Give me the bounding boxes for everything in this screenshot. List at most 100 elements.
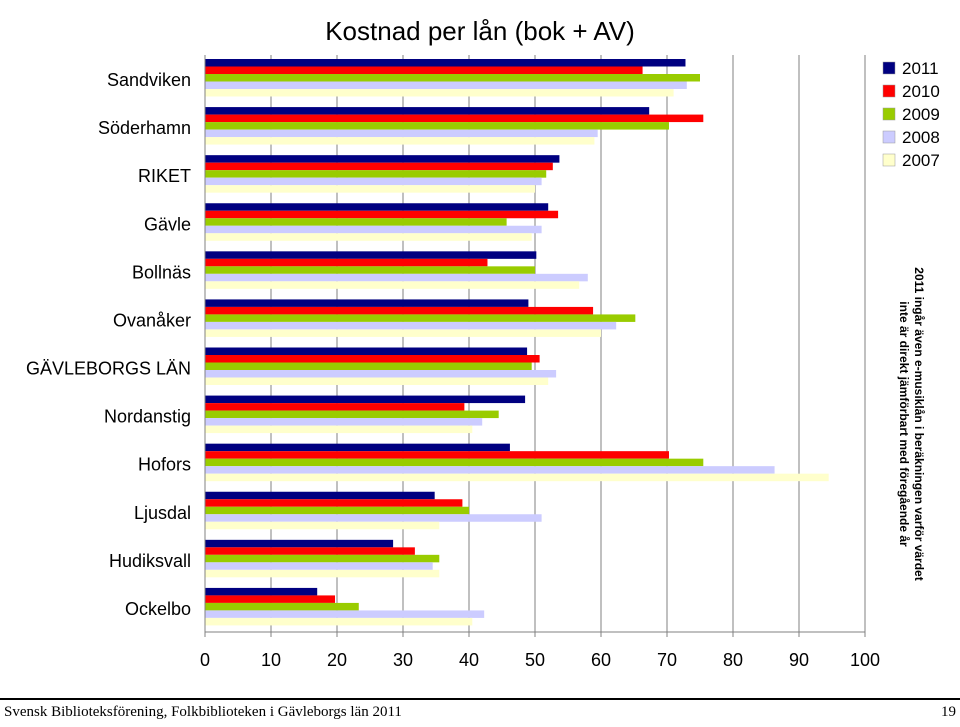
bar-gävleborgs-län-2011 [205,347,528,355]
x-tick-label: 10 [261,650,281,670]
bar-gävle-2007 [205,233,532,241]
plot-area: Sandviken Söderhamn RIKET Gävle Bollnäs Ovanå… [26,55,880,670]
category-label: GÄVLEBORGS LÄN [26,359,191,379]
category-label: Sandviken [107,70,191,90]
bar-nordanstig-2010 [205,403,465,411]
bar-nordanstig-2007 [205,425,473,434]
bar-hofors-2009 [205,458,704,467]
x-tick-label: 20 [327,650,347,670]
category-label: Hofors [138,455,191,475]
category-label: Söderhamn [98,118,191,138]
legend-label-2008: 2008 [902,128,940,147]
category-label: Nordanstig [104,407,191,427]
bar-gävleborgs-län-2010 [205,355,540,363]
legend-swatch-2010 [882,84,896,98]
bar-ockelbo-2010 [205,595,336,603]
bar-gävle-2010 [205,210,559,219]
bar-ljusdal-2010 [205,499,463,507]
bar-söderhamn-2009 [205,122,669,130]
footer-text: Svensk Biblioteksförening, Folkbibliotek… [4,704,402,720]
bar-gävleborgs-län-2008 [205,370,557,378]
x-tick-label: 50 [525,650,545,670]
bar-ljusdal-2007 [205,521,440,530]
bar-riket-2007 [205,185,535,193]
chart-title: Kostnad per lån (bok + AV) [325,16,635,46]
x-tick-label: 90 [789,650,809,670]
page-number: 19 [941,704,956,720]
bar-ockelbo-2009 [205,602,359,611]
bar-bollnäs-2008 [205,273,588,282]
bar-bollnäs-2007 [205,281,580,289]
legend-swatch-2009 [882,107,896,121]
note-line-2: inte är direkt jämförbart med föregående… [897,301,911,547]
bar-sandviken-2011 [205,59,686,67]
bar-ovanåker-2009 [205,314,636,322]
category-label: Gävle [144,214,191,234]
bar-riket-2010 [205,162,553,171]
bar-söderhamn-2008 [205,129,598,138]
bar-hofors-2008 [205,466,775,474]
bar-gävle-2009 [205,218,507,226]
category-label: Ovanåker [113,310,191,330]
footer: Svensk Biblioteksförening, Folkbibliotek… [0,698,960,727]
category-label: Ockelbo [125,599,191,619]
bar-bollnäs-2009 [205,266,535,274]
bar-ockelbo-2011 [205,587,318,596]
bar-gävle-2008 [205,225,542,234]
x-tick-label: 30 [393,650,413,670]
category-label: Ljusdal [134,503,191,523]
legend-label-2010: 2010 [902,82,940,101]
bar-gävle-2011 [205,203,549,211]
bar-hofors-2010 [205,451,669,459]
bar-hudiksvall-2011 [205,539,394,548]
bar-söderhamn-2011 [205,107,650,115]
note-line-1: 2011 ingår även e-musiklån i beräkningen… [912,267,926,581]
bar-bollnäs-2011 [205,251,537,259]
legend: 2011 2010 2009 2008 2007 [882,59,940,170]
bar-sandviken-2010 [205,66,643,74]
bar-ovanåker-2007 [205,329,601,337]
bar-riket-2011 [205,155,560,163]
legend-label-2011: 2011 [902,59,939,78]
bar-ljusdal-2011 [205,491,435,500]
bar-nordanstig-2008 [205,418,483,426]
bar-ljusdal-2009 [205,506,469,515]
bar-ockelbo-2008 [205,610,485,618]
bar-chart: Kostnad per lån (bok + AV) Sandviken Söde… [26,16,940,670]
bar-hudiksvall-2008 [205,562,433,570]
bar-gävleborgs-län-2007 [205,377,549,385]
x-tick-label: 40 [459,650,479,670]
bar-nordanstig-2011 [205,395,526,404]
x-tick-label: 0 [200,650,210,670]
category-label: Hudiksvall [109,551,191,571]
x-tick-label: 80 [723,650,743,670]
bar-riket-2009 [205,170,547,178]
bar-hofors-2007 [205,473,829,482]
legend-label-2007: 2007 [902,151,940,170]
bar-sandviken-2009 [205,74,700,82]
bar-gävleborgs-län-2009 [205,362,532,370]
bar-ovanåker-2010 [205,306,594,315]
x-tick-label: 60 [591,650,611,670]
bar-ockelbo-2007 [205,617,473,626]
annotation-note: 2011 ingår även e-musiklån i beräkningen… [880,233,942,615]
bar-hudiksvall-2009 [205,554,440,563]
bar-hudiksvall-2007 [205,569,440,578]
legend-label-2009: 2009 [902,105,940,124]
legend-swatch-2007 [882,153,896,167]
bar-hudiksvall-2010 [205,547,415,555]
category-label: RIKET [138,166,191,186]
category-label: Bollnäs [132,262,191,282]
bar-söderhamn-2007 [205,137,595,145]
bar-riket-2008 [205,177,542,186]
bar-sandviken-2008 [205,81,687,89]
bar-ovanåker-2008 [205,321,617,330]
bar-ljusdal-2008 [205,514,542,522]
legend-swatch-2008 [882,130,896,144]
bar-söderhamn-2010 [205,114,704,123]
bar-nordanstig-2009 [205,410,499,419]
x-tick-label: 70 [657,650,677,670]
bar-hofors-2011 [205,443,510,452]
bar-ovanåker-2011 [205,299,529,307]
legend-swatch-2011 [882,61,896,75]
